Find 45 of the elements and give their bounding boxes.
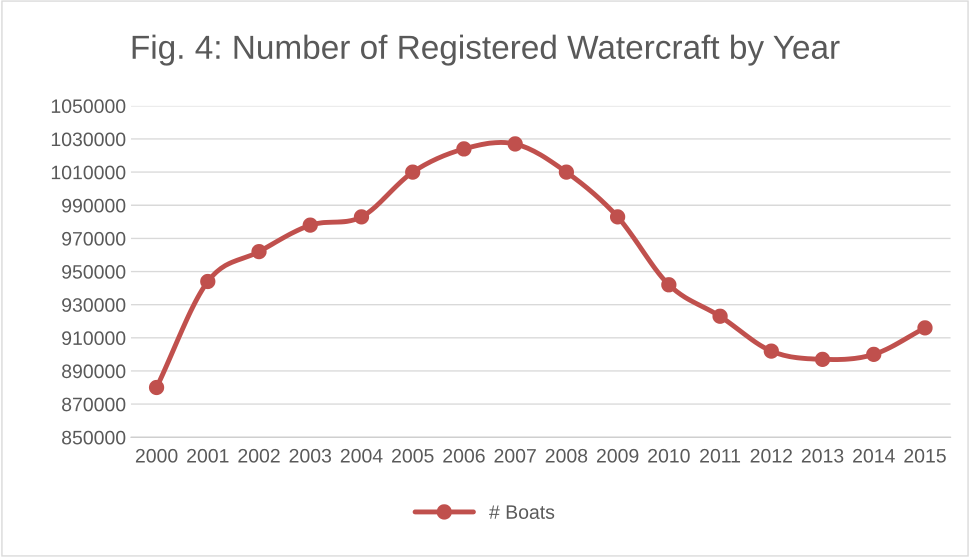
point: [917, 320, 933, 336]
legend-label: # Boats: [489, 505, 554, 519]
x-tick-label: 2004: [340, 448, 383, 463]
point: [405, 164, 420, 180]
x-tick-label: 2010: [648, 448, 690, 463]
x-tick-label: 2005: [392, 448, 434, 463]
y-tick-label: 870000: [62, 398, 126, 412]
x-tick-label: 2001: [187, 448, 228, 463]
point: [558, 164, 574, 180]
x-tick-label: 2008: [546, 448, 588, 463]
y-tick-label: 890000: [62, 364, 126, 378]
y-tick-label: 1050000: [52, 99, 126, 114]
y-tick-label: 910000: [62, 331, 126, 346]
y-tick-label: 1010000: [52, 166, 126, 180]
x-tick-label: 2014: [853, 448, 895, 463]
point: [302, 218, 318, 233]
point: [354, 209, 370, 224]
y-tick-label: 850000: [62, 430, 126, 444]
point: [661, 277, 676, 292]
y-tick-label: 930000: [62, 298, 126, 312]
x-tick-label: 2011: [700, 448, 740, 463]
x-tick-label: 2003: [290, 448, 332, 463]
x-tick-label: 2009: [596, 448, 638, 463]
point: [200, 274, 216, 290]
x-tick-label: 2006: [443, 448, 485, 463]
point: [610, 209, 626, 224]
point: [764, 343, 779, 359]
point: [508, 136, 523, 152]
y-tick-label: 950000: [62, 265, 126, 279]
y-tick-label: 990000: [62, 198, 126, 212]
y-tick-label: 970000: [62, 232, 126, 246]
x-tick-label: 2000: [136, 448, 178, 463]
point: [712, 308, 728, 324]
chart-title: Fig. 4: Number of Registered Watercraft by Year: [132, 34, 840, 66]
x-tick-label: 2013: [802, 448, 844, 463]
point: [814, 352, 830, 367]
point: [251, 244, 267, 260]
x-tick-label: 2012: [750, 448, 792, 463]
point: [148, 380, 164, 396]
point: [456, 141, 472, 157]
x-tick-label: 2015: [904, 448, 946, 463]
x-tick-label: 2002: [238, 448, 280, 463]
x-tick-label: 2007: [494, 448, 536, 463]
point: [866, 346, 882, 362]
y-tick-label: 1030000: [52, 132, 126, 146]
